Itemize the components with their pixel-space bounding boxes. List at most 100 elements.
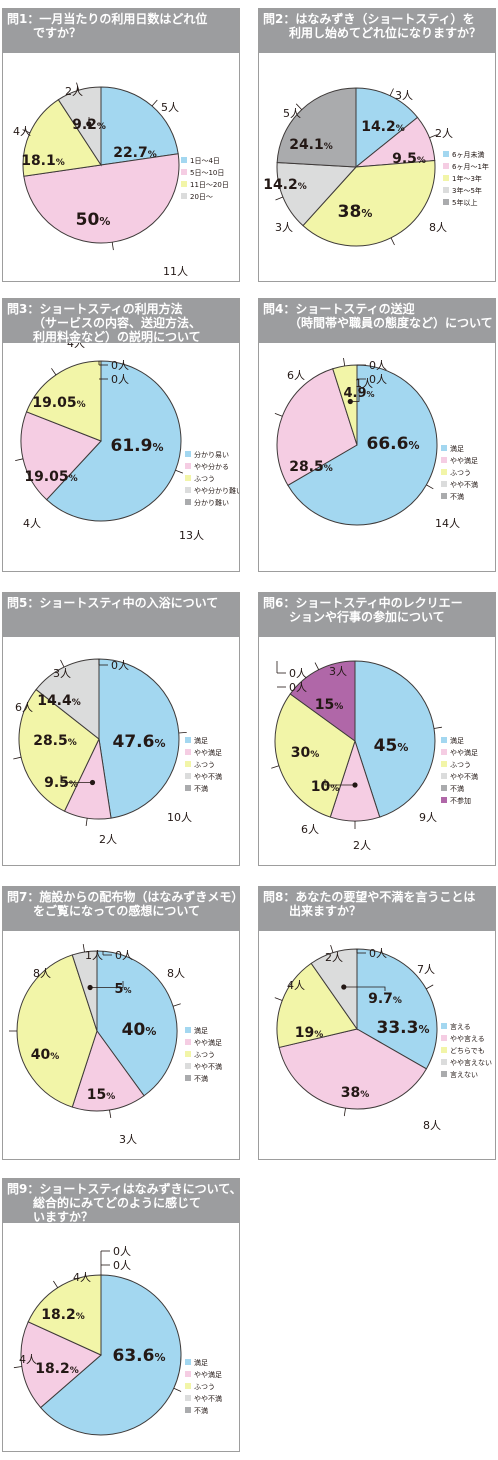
pie-slice (39, 1274, 182, 1436)
count-tick (389, 88, 394, 96)
count-label: 11人 (163, 265, 188, 278)
count-tick (390, 237, 395, 246)
count-label: 8人 (167, 967, 185, 980)
pie-slice (278, 1028, 428, 1110)
legend-label: 満足 (194, 1359, 208, 1367)
legend-swatch (441, 1023, 447, 1029)
chart-panel-1: 問1：一月当たりの利用日数はどれ位 ですか？ 22.7% 50% 18.1% 9.2% 5人… (2, 8, 240, 282)
pie-chart: 61.9% 19.05% 19.05% 13人 4人 4人 0人0人分かり易いやや分かるふつ… (15, 343, 239, 542)
legend-swatch (441, 1059, 447, 1065)
percent-label: 9.5% (44, 775, 78, 791)
percent-label: 9.7% (368, 991, 402, 1007)
legend-swatch (185, 1027, 191, 1033)
count-tick (51, 368, 57, 376)
legend-swatch (185, 499, 191, 505)
percent-label: 9.5% (392, 151, 426, 167)
question-title-line: ですか？ (33, 26, 82, 40)
question-title-line: （サービスの内容、送迎方法、 (33, 316, 202, 330)
legend-label: やや分かる (194, 462, 229, 471)
count-label: 0人 (369, 359, 387, 372)
legend-label: ふつう (194, 761, 215, 769)
leader-line (343, 986, 386, 991)
legend-swatch (443, 187, 449, 193)
pie-slice (45, 360, 182, 522)
count-label: 8人 (429, 221, 447, 234)
legend-label: やや満足 (450, 457, 478, 465)
legend-swatch (441, 457, 447, 463)
question-title: 問3：ショートスティの利用方法 （サービスの内容、送迎方法、 利用料金など）の説明に… (3, 299, 239, 344)
legend-label: 不満 (450, 785, 464, 793)
pie-slice (354, 660, 436, 818)
percent-label: 18.2% (35, 1361, 79, 1377)
legend-label: 1年〜3年 (452, 174, 482, 183)
legend-swatch (185, 475, 191, 481)
chart-panel-7: 問7：施設からの配布物（はなみずきメモ） をご覧になっての感想について 40% 15%… (2, 886, 243, 1160)
legend-swatch (441, 749, 447, 755)
pie-slice (27, 1274, 102, 1356)
pie-slice (71, 1029, 145, 1112)
count-tick (15, 458, 24, 461)
pie-chart: 14.2% 9.5% 38% 14.2% 24.1% 3人 2人 8人 3人 5人 6ヶ月未満 6ヶ月… (263, 87, 489, 247)
legend-label: やや満足 (194, 1371, 222, 1379)
pie-slice (22, 98, 102, 177)
pie-slice (287, 364, 438, 526)
count-label: 0人 (113, 1259, 131, 1272)
legend-swatch (443, 175, 449, 181)
legend-label: 分かり難い (194, 498, 229, 507)
count-tick (275, 196, 284, 201)
legend-swatch (441, 761, 447, 767)
legend-swatch (185, 1395, 191, 1401)
chart-panel-4: 問4：ショートスティの送迎 （時間帯や職員の態度など）について 66.6% 28.5%… (258, 298, 496, 572)
question-title-line: 問3：ショートスティの利用方法 (7, 302, 183, 316)
count-tick (314, 662, 320, 670)
pie-slice (276, 962, 358, 1049)
chart-panel-9: 問9：ショートスティはなみずきについて、 総合的にみてどのように感じて いますか？ 6… (2, 1178, 242, 1452)
count-label: 1人 (355, 377, 373, 390)
count-label: 0人 (113, 1245, 131, 1258)
count-label: 6人 (15, 701, 33, 714)
count-label: 10人 (167, 811, 192, 824)
legend-swatch (185, 1063, 191, 1069)
legend-label: 6ヶ月〜1年 (452, 162, 489, 171)
percent-label: 22.7% (113, 145, 157, 161)
count-label: 4人 (13, 125, 31, 138)
pie-slice (276, 162, 358, 227)
count-tick (178, 732, 187, 734)
legend-label: 11日〜20日 (190, 181, 229, 189)
question-title: 問5：ショートスティ中の入浴について (3, 593, 239, 637)
count-tick (343, 357, 346, 366)
count-tick (274, 997, 283, 1001)
count-label: 8人 (33, 967, 51, 980)
question-title-line: 総合的にみてどのように感じて (33, 1196, 202, 1210)
legend-swatch (181, 157, 187, 163)
legend-swatch (185, 761, 191, 767)
percent-label: 15% (87, 1087, 116, 1103)
legend-label: 不満 (450, 493, 464, 501)
count-label: 0人 (115, 949, 133, 962)
count-tick (53, 1280, 59, 1288)
question-title-line: 出来ますか？ (289, 904, 362, 918)
legend-label: やや満足 (450, 749, 478, 757)
legend-swatch (441, 1071, 447, 1077)
legend-swatch (185, 1039, 191, 1045)
legend-label: どちらでも (450, 1047, 485, 1055)
legend-label: 満足 (194, 737, 208, 745)
legend-swatch (441, 493, 447, 499)
question-title-line: （時間帯や職員の態度など）について (289, 316, 493, 330)
legend-label: やや不満 (450, 481, 478, 489)
count-label: 4人 (287, 979, 305, 992)
pie-chart: 47.6% 9.5% 28.5% 14.4% 10人 2人 6人 3人 0人満足やや満足ふつうや… (13, 658, 222, 846)
legend-swatch (443, 199, 449, 205)
percent-label: 33.3% (377, 1018, 430, 1038)
count-label: 2人 (325, 951, 343, 964)
count-label: 0人 (289, 681, 307, 694)
percent-label: 4.9% (343, 386, 374, 401)
legend-label: やや満足 (194, 749, 222, 757)
percent-label: 40% (122, 1020, 157, 1040)
question-title-line: をご覧になっての感想について (33, 904, 201, 918)
count-tick (13, 1366, 22, 1369)
percent-label: 50% (76, 210, 111, 230)
